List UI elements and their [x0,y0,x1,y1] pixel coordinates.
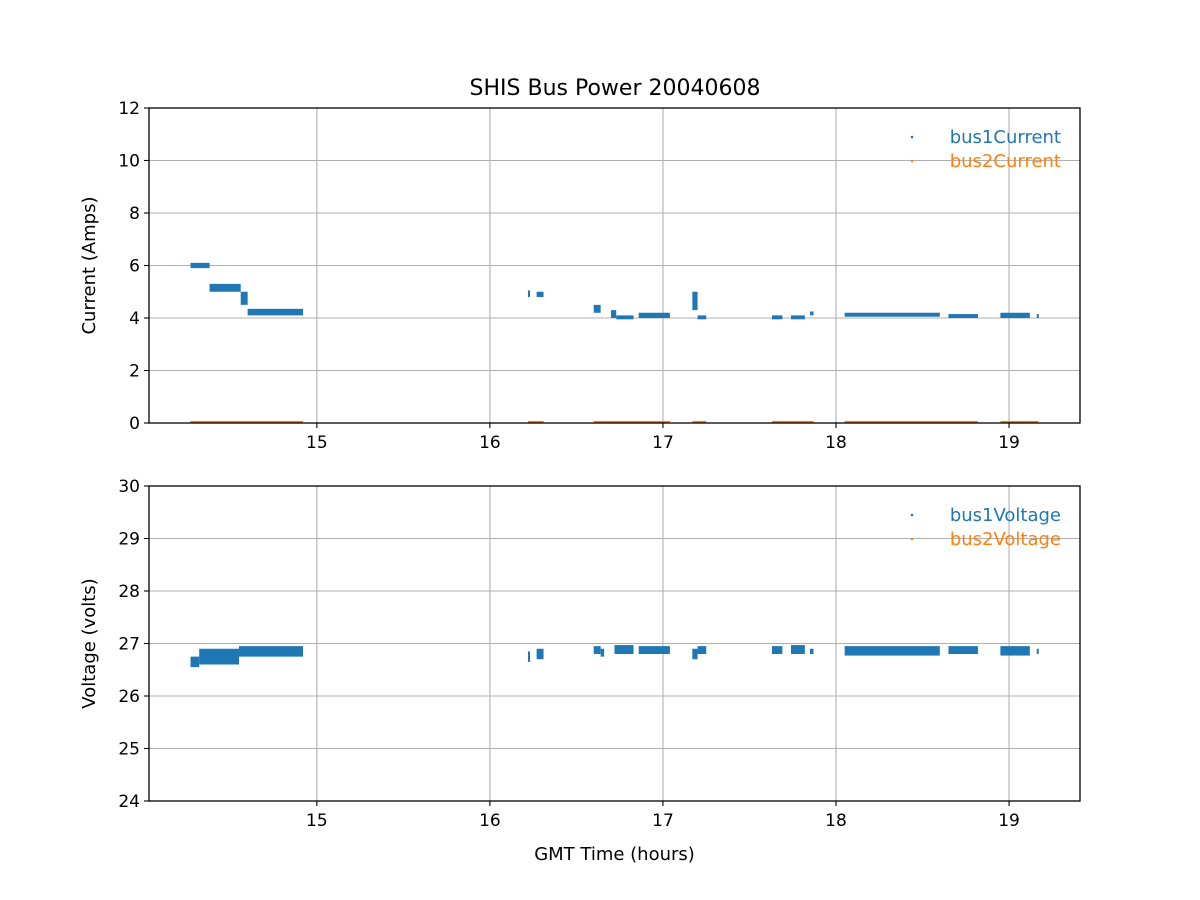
y-tick-label: 26 [118,687,140,707]
data-cluster-bus1Voltage [190,656,200,668]
chart-title: SHIS Bus Power 20040608 [470,76,761,101]
data-cluster-bus1Current [810,311,814,316]
x-axis-label: GMT Time (hours) [534,844,695,865]
current-panel: 15 16 17 18 19 0 2 4 6 8 10 12 Current (Amps) bus1… [79,99,1081,453]
data-cluster-bus1Current [190,262,210,269]
y-tick-label: 28 [118,582,140,602]
x-tick-label: 17 [652,811,674,831]
x-tick-label: 16 [479,433,501,453]
data-cluster-bus1Voltage [638,646,670,654]
y-tick-label: 8 [129,204,140,224]
data-cluster-bus1Voltage [844,646,940,656]
data-cluster-bus2Current [1000,420,1039,423]
data-cluster-bus1Voltage [692,648,698,660]
legend-marker-bus2Current [910,159,914,163]
y-tick-label: 25 [118,740,140,760]
x-tick-label: 15 [306,433,328,453]
y-tick-label: 27 [118,635,140,655]
y-tick-label: 24 [118,792,140,812]
y-tick-label: 12 [118,99,140,119]
current-grid [149,107,1080,424]
y-tick-label: 0 [129,414,140,434]
data-cluster-bus1Current [1036,314,1039,318]
legend-marker-bus1Voltage [910,513,914,517]
data-cluster-bus1Current [692,291,698,311]
data-cluster-bus2Current [771,420,814,423]
y-tick-label: 6 [129,257,140,277]
voltage-data-marks [190,645,1039,668]
data-cluster-bus1Current [611,310,617,318]
x-tick-label: 16 [479,811,501,831]
data-cluster-bus1Current [948,314,978,318]
data-cluster-bus1Voltage [593,646,601,654]
voltage-y-axis-label: Voltage (volts) [79,578,100,708]
data-cluster-bus1Current [247,308,304,316]
data-cluster-bus2Current [844,420,978,423]
data-cluster-bus2Current [190,420,304,423]
legend-marker-bus1Current [910,135,914,139]
data-cluster-bus1Voltage [697,646,707,654]
data-cluster-bus1Current [791,315,805,320]
legend-marker-bus2Voltage [910,537,914,541]
x-tick-label: 17 [652,433,674,453]
y-tick-label: 10 [118,152,140,172]
data-cluster-bus1Current [209,283,241,292]
data-cluster-bus1Current [844,312,940,317]
data-cluster-bus1Voltage [600,648,605,657]
data-cluster-bus2Current [692,420,707,423]
data-cluster-bus2Current [527,420,544,423]
x-tick-label: 19 [998,811,1020,831]
x-tick-label: 19 [998,433,1020,453]
current-y-axis-label: Current (Amps) [79,196,100,334]
legend-label-bus1Current: bus1Current [950,127,1061,148]
voltage-panel: 15 16 17 18 19 24 25 26 27 28 29 30 Voltage (volts… [79,477,1081,865]
data-cluster-bus1Current [771,315,783,320]
data-cluster-bus1Current [697,315,707,320]
y-tick-label: 30 [118,477,140,497]
y-tick-label: 4 [129,309,140,329]
current-y-ticks: 0 2 4 6 8 10 12 [118,99,149,434]
data-cluster-bus1Voltage [1036,648,1039,654]
data-cluster-bus1Current [616,315,634,320]
data-cluster-bus2Current [593,420,670,423]
data-cluster-bus1Voltage [536,648,544,660]
data-cluster-bus1Current [527,290,530,297]
data-cluster-bus1Current [1000,312,1030,318]
data-cluster-bus1Voltage [810,648,814,654]
data-cluster-bus1Voltage [791,645,805,654]
current-x-ticks: 15 16 17 18 19 [306,423,1020,453]
voltage-legend: bus1Voltage bus2Voltage [910,505,1061,550]
x-tick-label: 15 [306,811,328,831]
legend-label-bus1Voltage: bus1Voltage [950,505,1061,526]
x-tick-label: 18 [825,811,847,831]
data-cluster-bus1Voltage [614,645,634,654]
data-cluster-bus1Voltage [1000,646,1030,656]
data-cluster-bus1Current [638,312,670,318]
data-cluster-bus1Voltage [238,646,304,657]
x-tick-label: 18 [825,433,847,453]
legend-label-bus2Current: bus2Current [950,151,1061,172]
legend-label-bus2Voltage: bus2Voltage [950,529,1061,550]
data-cluster-bus1Current [240,291,248,305]
data-cluster-bus1Voltage [771,646,783,654]
y-tick-label: 2 [129,362,140,382]
data-cluster-bus1Current [536,291,544,297]
data-cluster-bus1Current [593,304,601,313]
data-cluster-bus1Voltage [199,648,239,665]
voltage-x-ticks: 15 16 17 18 19 [306,801,1020,831]
y-tick-label: 29 [118,530,140,550]
data-cluster-bus1Voltage [527,651,530,662]
data-cluster-bus1Voltage [948,646,978,654]
voltage-y-ticks: 24 25 26 27 28 29 30 [118,477,149,812]
current-legend: bus1Current bus2Current [910,127,1061,172]
current-data-marks [190,262,1039,423]
